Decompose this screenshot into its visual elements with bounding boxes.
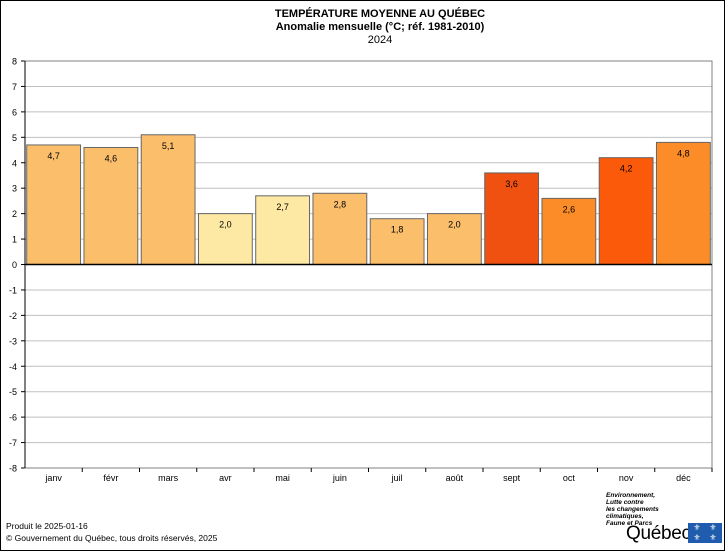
bar	[140, 134, 196, 265]
x-tick-label: déc	[676, 473, 691, 483]
bar	[655, 141, 711, 265]
data-label: 3,6	[505, 179, 518, 189]
y-tick-label: 3	[12, 184, 17, 194]
y-tick-label: 0	[12, 260, 17, 270]
x-tick-label: nov	[619, 473, 634, 483]
x-tick-label: mai	[275, 473, 290, 483]
quebec-logo: Québec ⚜ ⚜ ⚜ ⚜	[626, 523, 722, 545]
data-label: 1,8	[391, 225, 404, 235]
ministry-line: Lutte contre	[606, 499, 644, 506]
axis-layer: 8 7 6 5 4 3 2 1 0 -1 -2 -3 -4 -5 -6 -7 -8 janv févr mars avr…	[9, 57, 713, 483]
data-label: 4,7	[47, 151, 60, 161]
bar	[484, 172, 540, 265]
y-tick-label: -5	[9, 387, 17, 397]
x-tick-label: janv	[44, 473, 62, 483]
data-label: 4,2	[620, 164, 633, 174]
y-tick-label: -8	[9, 464, 17, 474]
x-tick-label: juin	[332, 473, 347, 483]
ministry-line: climatiques,	[606, 513, 644, 520]
y-tick-label: 7	[12, 82, 17, 92]
y-tick-label: 2	[12, 209, 17, 219]
x-tick-label: févr	[103, 473, 118, 483]
bar	[426, 213, 482, 265]
data-label: 2,8	[334, 199, 347, 209]
y-tick-label: 5	[12, 133, 17, 143]
bar	[255, 195, 311, 266]
bar	[197, 213, 253, 265]
ministry-line: les changements	[606, 506, 659, 513]
y-tick-label: -4	[9, 362, 17, 372]
data-label: 2,7	[276, 202, 289, 212]
y-tick-label: 1	[12, 235, 17, 245]
y-tick-label: -2	[9, 311, 17, 321]
chart-subtitle: Anomalie mensuelle (°C; réf. 1981-2010)	[276, 21, 485, 33]
bar	[369, 218, 425, 265]
chart-year: 2024	[368, 34, 392, 46]
bar	[26, 144, 82, 266]
y-tick-label: 6	[12, 107, 17, 117]
bar-layer: 4,7 4,6 5,1 2,0 2,7 2,8 1,8 2,0 3,6 2,6 4,2 4,8	[26, 134, 711, 266]
x-tick-label: oct	[563, 473, 576, 483]
bar	[83, 146, 139, 265]
quebec-wordmark: Québec	[626, 523, 691, 544]
data-label: 2,6	[563, 204, 576, 214]
ministry-line: Faune et Parcs	[606, 520, 653, 527]
y-tick-label: -3	[9, 336, 17, 346]
ministry-line: Environnement,	[606, 492, 656, 499]
copyright-notice: © Gouvernement du Québec, tous droits ré…	[6, 533, 218, 543]
x-tick-label: août	[446, 473, 464, 483]
produced-date: Produit le 2025-01-16	[6, 521, 88, 531]
data-label: 5,1	[162, 141, 175, 151]
bar	[312, 192, 368, 265]
data-label: 2,0	[448, 220, 461, 230]
chart-title: TEMPÉRATURE MOYENNE AU QUÉBEC	[275, 7, 485, 20]
ministry-name: Environnement, Lutte contre les changeme…	[606, 492, 696, 527]
bar	[598, 157, 654, 266]
y-tick-label: 8	[12, 57, 17, 67]
x-tick-label: juil	[391, 473, 403, 483]
x-tick-label: mars	[158, 473, 178, 483]
y-tick-label: -1	[9, 285, 17, 295]
data-label: 4,6	[105, 153, 118, 163]
y-tick-label: -6	[9, 413, 17, 423]
y-tick-label: -7	[9, 438, 17, 448]
y-tick-label: 4	[12, 158, 17, 168]
data-label: 4,8	[677, 148, 690, 158]
fleurdelise-flag-icon: ⚜ ⚜ ⚜ ⚜	[688, 523, 722, 543]
x-tick-label: sept	[503, 473, 521, 483]
data-label: 2,0	[219, 220, 232, 230]
bar	[541, 197, 597, 265]
x-tick-label: avr	[219, 473, 232, 483]
